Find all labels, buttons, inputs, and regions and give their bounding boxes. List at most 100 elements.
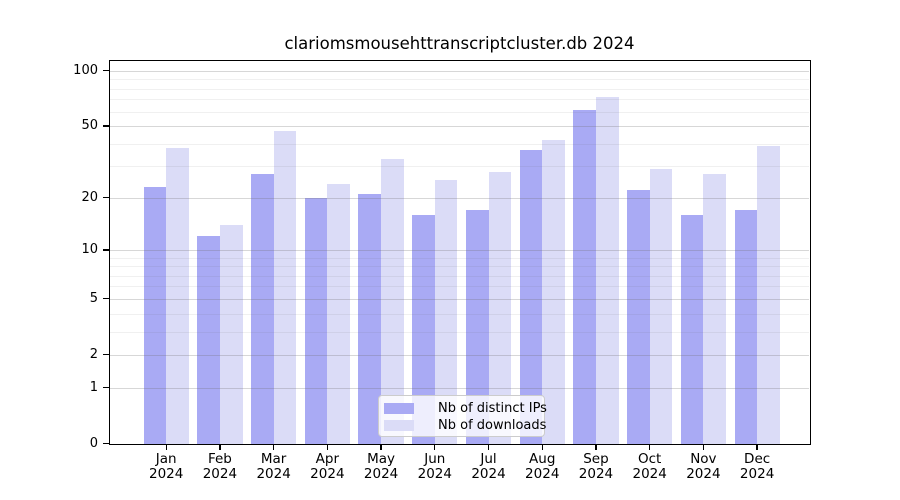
x-tick-year-oct: 2024 (632, 465, 667, 482)
x-tick-mark-jul (487, 445, 490, 450)
x-tick-mark-dec (756, 445, 758, 450)
plot-area (108, 59, 811, 445)
x-tick-year-nov: 2024 (686, 465, 721, 482)
bar-ips-jan (143, 186, 167, 444)
bar-ips-jun (412, 214, 435, 444)
gridline-minor-30 (110, 166, 809, 168)
bar-downloads-aug (542, 139, 565, 444)
bar-downloads-nov (703, 174, 726, 444)
x-tick-year-jun: 2024 (417, 465, 452, 482)
x-tick-label-mar: Mar 2024 (242, 450, 306, 482)
bar-downloads-dec (757, 145, 780, 444)
gridline-major-100 (110, 70, 809, 72)
gridline-minor-4 (110, 313, 809, 315)
x-tick-month-dec: Dec (744, 450, 771, 467)
y-tick-label-50: 50 (81, 117, 98, 133)
x-tick-mark-may (380, 445, 382, 450)
y-tick-mark-20 (103, 196, 109, 199)
gridline-major-10 (110, 249, 809, 251)
x-tick-label-dec: Dec 2024 (725, 450, 789, 482)
x-tick-mark-aug (541, 445, 543, 450)
x-tick-mark-mar (272, 445, 275, 450)
x-tick-label-apr: Apr 2024 (295, 450, 359, 482)
bar-downloads-jun (434, 180, 458, 444)
x-tick-month-aug: Aug (529, 450, 556, 467)
y-tick-mark-1 (103, 386, 109, 389)
x-tick-label-oct: Oct 2024 (618, 450, 682, 482)
x-tick-month-jan: Jan (155, 450, 177, 467)
x-tick-year-feb: 2024 (202, 465, 238, 482)
x-tick-month-mar: Mar (260, 450, 287, 467)
gridline-minor-6 (110, 286, 809, 288)
gridline-major-1 (110, 387, 809, 389)
y-tick-label-5: 5 (89, 290, 98, 306)
bar-downloads-oct (649, 168, 673, 444)
gridline-minor-80 (110, 88, 809, 90)
gridline-minor-9 (110, 257, 809, 259)
x-tick-label-sep: Sep 2024 (564, 450, 628, 482)
legend: Nb of distinct IPs Nb of downloads (378, 395, 547, 437)
x-tick-month-nov: Nov (690, 450, 717, 467)
bar-downloads-apr (327, 183, 350, 444)
x-tick-label-may: May 2024 (349, 450, 413, 482)
bars-layer (110, 61, 809, 444)
legend-swatch-downloads (384, 420, 414, 431)
gridline-minor-7 (110, 275, 809, 277)
x-tick-mark-feb (219, 445, 221, 450)
bar-downloads-feb (219, 224, 243, 444)
y-tick-mark-2 (103, 354, 109, 356)
bar-ips-nov (680, 214, 704, 444)
y-tick-mark-100 (103, 70, 109, 72)
x-tick-year-dec: 2024 (739, 465, 775, 482)
gridline-minor-60 (110, 111, 809, 113)
bar-ips-dec (734, 210, 758, 444)
y-tick-label-0: 0 (89, 435, 98, 451)
bar-ips-may (358, 193, 382, 444)
gridline-major-5 (110, 298, 809, 300)
x-tick-label-jul: Jul 2024 (457, 451, 521, 482)
x-tick-month-feb: Feb (207, 450, 232, 467)
bar-ips-aug (519, 149, 543, 444)
legend-label-downloads: Nb of downloads (438, 418, 547, 433)
x-tick-label-feb: Feb 2024 (188, 450, 252, 482)
x-tick-year-aug: 2024 (525, 465, 560, 482)
x-tick-mark-jun (434, 445, 436, 450)
bar-ips-feb (197, 236, 220, 444)
x-tick-year-jan: 2024 (149, 465, 184, 482)
y-tick-label-2: 2 (89, 346, 98, 362)
gridline-minor-90 (110, 79, 809, 81)
x-tick-month-sep: Sep (583, 450, 609, 467)
gridline-minor-70 (110, 99, 809, 101)
x-tick-month-may: May (367, 450, 396, 467)
gridlines-layer (110, 61, 809, 444)
bar-downloads-may (381, 158, 404, 444)
bar-downloads-jan (166, 147, 189, 444)
y-tick-label-100: 100 (73, 62, 98, 78)
gridline-minor-8 (110, 266, 809, 268)
gridline-minor-3 (110, 331, 809, 333)
x-tick-year-may: 2024 (363, 465, 399, 482)
x-tick-month-oct: Oct (638, 450, 662, 467)
gridline-major-2 (110, 354, 809, 356)
x-tick-month-jun: Jun (424, 450, 446, 467)
gridline-minor-40 (110, 143, 809, 145)
chart-title: clariomsmousehttranscriptcluster.db 2024 (284, 34, 635, 53)
bar-ips-oct (627, 190, 650, 444)
x-tick-mark-jan (165, 445, 167, 450)
y-tick-label-20: 20 (81, 189, 98, 205)
y-tick-mark-10 (103, 249, 109, 251)
x-tick-label-nov: Nov 2024 (671, 450, 735, 482)
bar-downloads-mar (273, 130, 297, 444)
x-tick-year-apr: 2024 (310, 465, 345, 482)
legend-label-distinct-ips: Nb of distinct IPs (438, 401, 547, 416)
y-tick-label-10: 10 (81, 241, 98, 257)
x-tick-label-jan: Jan 2024 (134, 450, 198, 482)
x-tick-year-sep: 2024 (578, 465, 614, 482)
x-tick-mark-apr (326, 445, 329, 450)
y-tick-mark-0 (103, 442, 109, 445)
x-tick-month-apr: Apr (315, 450, 340, 467)
gridline-major-50 (110, 125, 809, 127)
y-tick-mark-50 (103, 125, 109, 127)
x-tick-label-aug: Aug 2024 (510, 450, 574, 482)
bar-downloads-sep (595, 97, 619, 444)
